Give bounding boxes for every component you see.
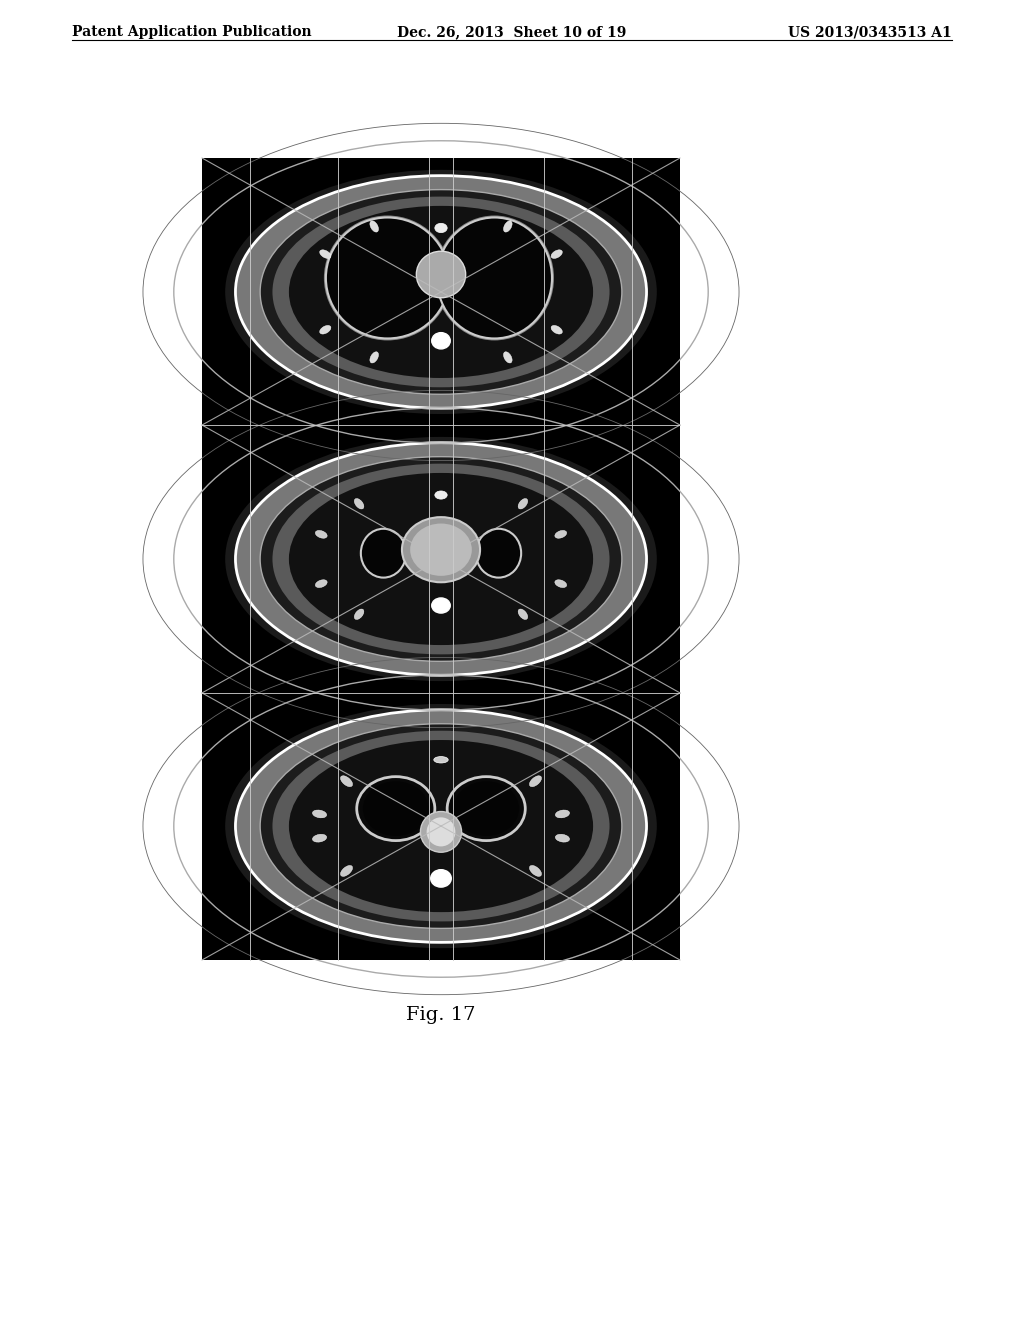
Ellipse shape [360,529,407,578]
Ellipse shape [555,579,566,587]
Ellipse shape [555,531,566,539]
Ellipse shape [370,351,379,363]
Ellipse shape [260,723,622,928]
Ellipse shape [341,866,352,876]
Ellipse shape [289,206,593,378]
Ellipse shape [504,351,512,363]
Ellipse shape [225,170,656,414]
Ellipse shape [326,218,450,338]
Ellipse shape [289,741,593,912]
Ellipse shape [272,731,609,921]
Ellipse shape [354,609,364,619]
Ellipse shape [518,499,527,510]
Ellipse shape [518,609,527,619]
Ellipse shape [272,463,609,655]
Ellipse shape [432,598,451,612]
Ellipse shape [447,776,525,841]
Ellipse shape [362,781,429,836]
Ellipse shape [312,834,327,842]
Ellipse shape [529,866,542,876]
Ellipse shape [411,524,472,576]
Text: Fig. 17: Fig. 17 [407,1006,476,1024]
Ellipse shape [421,812,462,853]
Ellipse shape [431,870,452,887]
Ellipse shape [476,529,521,578]
Ellipse shape [402,517,480,582]
Ellipse shape [236,176,646,408]
Ellipse shape [435,223,447,232]
Ellipse shape [260,190,622,395]
Ellipse shape [529,776,542,787]
Ellipse shape [225,437,656,681]
Ellipse shape [555,810,569,818]
Ellipse shape [427,817,456,846]
Ellipse shape [551,326,562,334]
Ellipse shape [504,220,512,232]
Ellipse shape [356,776,435,841]
Text: Patent Application Publication: Patent Application Publication [72,25,311,40]
Ellipse shape [260,457,622,661]
Ellipse shape [312,810,327,818]
Text: US 2013/0343513 A1: US 2013/0343513 A1 [788,25,952,40]
Ellipse shape [319,326,331,334]
Ellipse shape [315,579,327,587]
Ellipse shape [319,249,331,259]
Ellipse shape [551,249,562,259]
Ellipse shape [370,220,379,232]
Ellipse shape [236,710,646,942]
Ellipse shape [272,197,609,387]
Ellipse shape [341,776,352,787]
Ellipse shape [417,251,466,298]
Ellipse shape [435,215,554,341]
Bar [202,158,680,960]
Ellipse shape [437,218,552,338]
Ellipse shape [236,442,646,676]
Ellipse shape [432,333,451,348]
Ellipse shape [454,781,519,836]
Ellipse shape [434,756,449,763]
Text: Dec. 26, 2013  Sheet 10 of 19: Dec. 26, 2013 Sheet 10 of 19 [397,25,627,40]
Ellipse shape [324,215,452,341]
Ellipse shape [315,531,327,539]
Ellipse shape [435,491,447,499]
Ellipse shape [225,704,656,948]
Ellipse shape [289,473,593,645]
Ellipse shape [555,834,569,842]
Ellipse shape [354,499,364,510]
